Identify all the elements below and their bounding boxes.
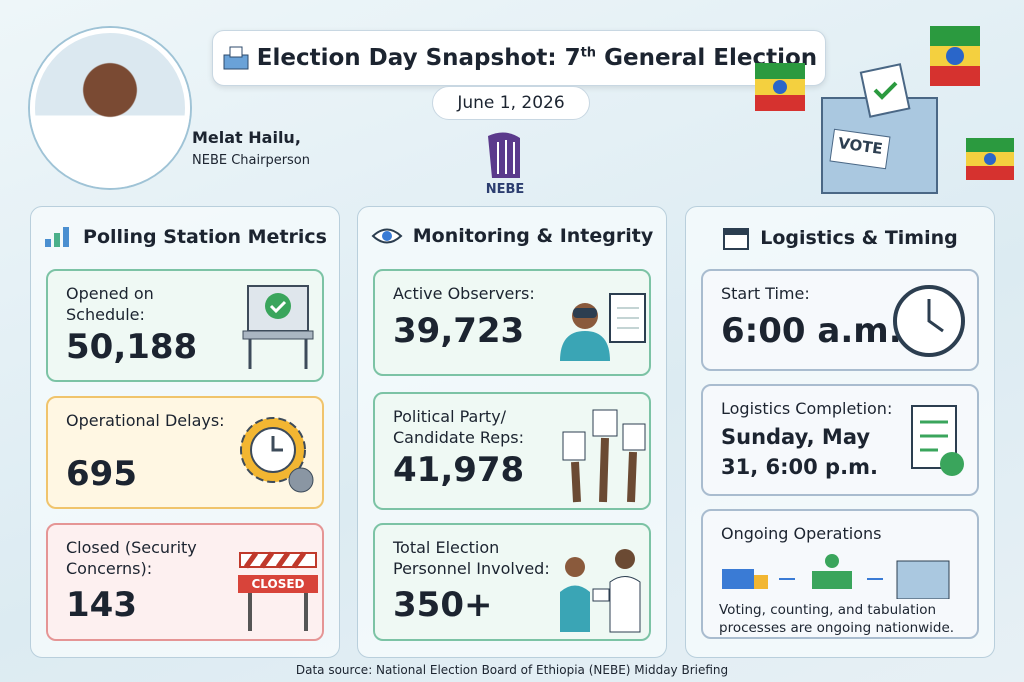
- calendar-icon: [723, 228, 750, 250]
- metric-card: Ongoing Operations Voting, counting, and…: [701, 509, 979, 639]
- metric-value: 143: [66, 585, 137, 625]
- metric-label: Start Time:: [721, 284, 810, 303]
- metric-value: Sunday, May 31, 6:00 p.m.: [721, 425, 878, 479]
- metric-card: Total Election Personnel Involved: 350+: [373, 523, 651, 641]
- metric-card: Active Observers: 39,723: [373, 269, 651, 376]
- metric-card: Political Party/ Candidate Reps: 41,978: [373, 392, 651, 510]
- panel: Monitoring & Integrity Active Observers:…: [357, 206, 667, 658]
- panel-title: Logistics & Timing: [760, 227, 958, 249]
- metric-label: Ongoing Operations: [721, 524, 882, 543]
- metric-value: 6:00 a.m.: [721, 311, 902, 351]
- metric-card: Operational Delays: 695: [46, 396, 324, 509]
- panel-header: Monitoring & Integrity: [358, 225, 666, 247]
- date: June 1, 2026: [432, 86, 590, 120]
- metric-value: 695: [66, 454, 137, 494]
- panel: Logistics & Timing Start Time: 6:00 a.m.…: [685, 206, 995, 658]
- checklist-icon: [911, 405, 964, 476]
- title-box: Election Day Snapshot: 7th General Elect…: [212, 30, 826, 86]
- metric-label: Operational Delays:: [66, 411, 225, 430]
- metric-value: 350+: [393, 585, 493, 625]
- metric-label: Logistics Completion:: [721, 399, 893, 418]
- chair-photo: [30, 28, 190, 188]
- metric-label: Closed (Security Concerns):: [66, 538, 197, 578]
- barrier-icon: CLOSED: [238, 551, 318, 631]
- metric-value: 41,978: [393, 450, 525, 490]
- ongoing-text: Voting, counting, and tabulation process…: [719, 602, 955, 636]
- metric-label: Opened on Schedule:: [66, 284, 154, 324]
- reps-icon: [562, 409, 646, 503]
- metric-card: Start Time: 6:00 a.m.: [701, 269, 979, 371]
- personnel-icon: [560, 549, 641, 633]
- vote-illustration: VOTE: [755, 26, 1014, 194]
- observer-icon: [560, 293, 646, 361]
- process-icon: [722, 554, 950, 599]
- footer-source: Data source: National Election Board of …: [295, 663, 729, 677]
- person-name: Melat Hailu,: [192, 128, 301, 147]
- panel-title: Polling Station Metrics: [83, 226, 327, 248]
- closed-sign: CLOSED: [251, 577, 304, 591]
- eye-icon: [371, 228, 403, 244]
- metric-card: Opened on Schedule: 50,188: [46, 269, 324, 382]
- metric-card: Closed (Security Concerns): 143 CLOSED: [46, 523, 324, 641]
- metric-value: 50,188: [66, 327, 198, 367]
- panel-header: Logistics & Timing: [686, 225, 994, 251]
- logo-text: NEBE: [486, 182, 525, 197]
- nebe-logo: NEBE: [486, 132, 525, 197]
- panel: Polling Station Metrics Opened on Schedu…: [30, 206, 340, 658]
- metric-label: Total Election Personnel Involved:: [393, 538, 550, 578]
- title: Election Day Snapshot: 7th General Elect…: [256, 45, 818, 71]
- bar-icon: [45, 227, 70, 247]
- metric-value: 39,723: [393, 311, 525, 351]
- metric-label: Political Party/ Candidate Reps:: [393, 407, 525, 447]
- metric-label: Active Observers:: [393, 284, 535, 303]
- panel-title: Monitoring & Integrity: [412, 225, 654, 247]
- ballot-icon: [223, 46, 249, 70]
- metric-card: Logistics Completion: Sunday, May 31, 6:…: [701, 384, 979, 496]
- panel-header: Polling Station Metrics: [31, 225, 339, 249]
- delay-icon: [240, 417, 314, 493]
- clock-icon: [893, 285, 965, 357]
- booth-icon: [242, 285, 314, 369]
- person-role: NEBE Chairperson: [192, 153, 311, 168]
